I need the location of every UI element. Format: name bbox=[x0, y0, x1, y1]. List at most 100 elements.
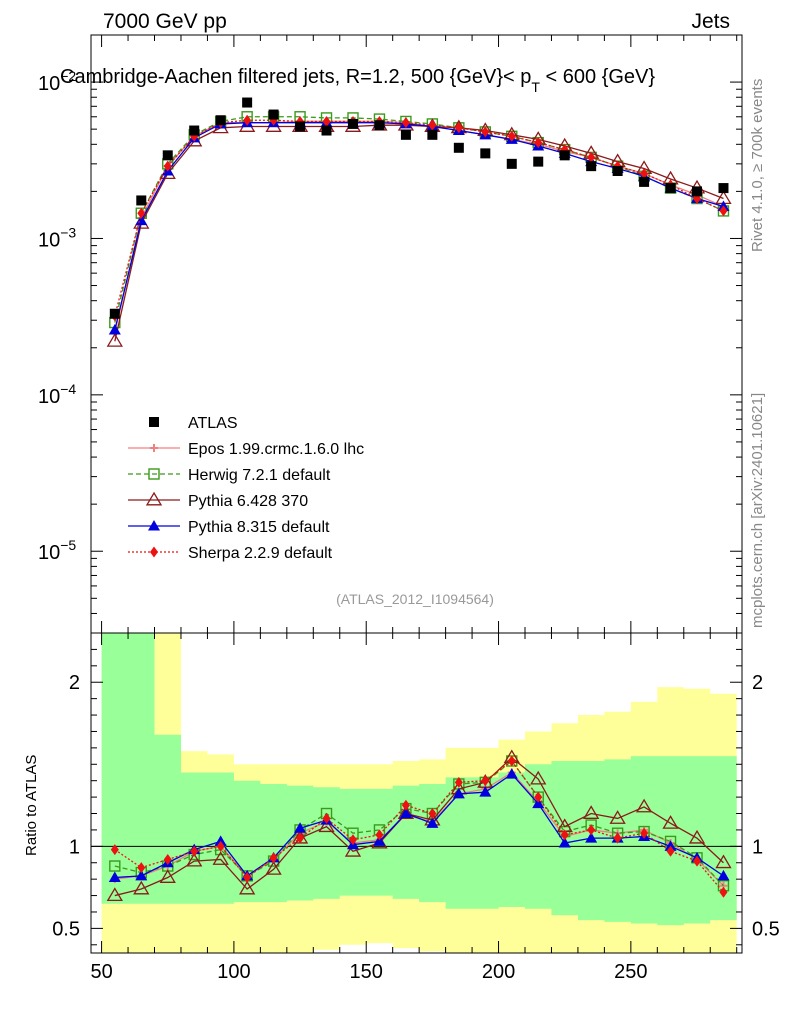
ratio-point-pythia6 bbox=[635, 798, 653, 813]
x-tick-label: 150 bbox=[350, 961, 383, 983]
header-energy-label: 7000 GeV pp bbox=[103, 10, 227, 33]
main-point-atlas bbox=[533, 156, 544, 167]
ratio-point-pythia6 bbox=[662, 815, 679, 829]
plot-title-main: Cambridge-Aachen filtered jets, R=1.2, 5… bbox=[60, 66, 531, 88]
ratio-point-sherpa bbox=[137, 862, 146, 874]
ratio-point-sherpa bbox=[454, 776, 463, 788]
ratio-point-pythia8 bbox=[214, 835, 227, 846]
ratio-point-sherpa bbox=[693, 855, 702, 867]
main-line-pythia8 bbox=[114, 122, 724, 331]
ratio-plot-frame bbox=[90, 632, 743, 954]
ratio-point-pythia8 bbox=[717, 869, 730, 881]
ratio-point-pythia8 bbox=[532, 797, 545, 809]
header-category-label: Jets bbox=[691, 10, 730, 33]
legend: ATLAS Epos 1.99.crmc.1.6.0 lhc Herwig 7.2.… bbox=[128, 415, 364, 562]
ratio-point-pythia6 bbox=[265, 861, 282, 875]
ratio-point-pythia8 bbox=[479, 786, 492, 797]
y-tick-label: 10−5 bbox=[38, 537, 76, 564]
ratio-point-sherpa bbox=[507, 755, 516, 767]
y-tick-label-mantissa: 10 bbox=[38, 386, 60, 408]
legend-item-pythia8: Pythia 8.315 default bbox=[128, 519, 330, 536]
x-tick-label: 50 bbox=[90, 961, 112, 983]
main-point-atlas bbox=[295, 121, 306, 132]
ratio-point-pythia8 bbox=[135, 869, 148, 881]
ratio-point-pythia6 bbox=[609, 810, 626, 824]
ratio-point-sherpa bbox=[428, 808, 437, 820]
legend-marker-atlas bbox=[149, 417, 159, 427]
main-plot-series bbox=[106, 97, 732, 347]
y-tick-label-mantissa: 10 bbox=[38, 229, 60, 251]
main-series-herwig bbox=[109, 111, 730, 329]
main-point-sherpa bbox=[454, 122, 463, 134]
main-point-sherpa bbox=[322, 115, 331, 127]
ratio-point-sherpa bbox=[216, 840, 225, 852]
ratio-line-sherpa bbox=[114, 760, 724, 893]
main-point-atlas bbox=[347, 118, 358, 129]
main-point-atlas bbox=[215, 115, 226, 126]
ratio-point-pythia6 bbox=[106, 887, 123, 902]
main-point-sherpa bbox=[243, 114, 252, 126]
main-point-atlas bbox=[480, 148, 491, 159]
ratio-plot-series bbox=[91, 749, 742, 902]
main-point-atlas bbox=[242, 97, 253, 108]
ratio-point-pythia6 bbox=[318, 818, 335, 833]
ratio-point-pythia6 bbox=[688, 829, 706, 844]
ratio-point-pythia6 bbox=[186, 852, 203, 867]
y-tick-label: 10−2 bbox=[38, 68, 76, 95]
legend-marker-herwig bbox=[148, 468, 160, 480]
main-point-pythia6 bbox=[106, 333, 123, 347]
plot-title: Cambridge-Aachen filtered jets, R=1.2, 5… bbox=[60, 66, 655, 95]
y-tick-label-exponent: −3 bbox=[60, 224, 76, 240]
x-tick-label: 250 bbox=[614, 961, 647, 983]
ratio-point-pythia8 bbox=[108, 871, 121, 883]
ratio-point-pythia6 bbox=[530, 770, 547, 785]
legend-item-atlas: ATLAS bbox=[149, 415, 238, 432]
ratio-point-pythia8 bbox=[426, 817, 439, 828]
ratio-axis-label: Ratio to ATLAS bbox=[23, 755, 40, 856]
ratio-point-sherpa bbox=[481, 775, 490, 787]
main-series-atlas bbox=[109, 97, 729, 319]
ratio-point-pythia6 bbox=[583, 805, 600, 819]
ratio-point-pythia8 bbox=[505, 768, 518, 779]
main-point-sherpa bbox=[401, 117, 410, 129]
legend-label-sherpa: Sherpa 2.2.9 default bbox=[188, 545, 333, 562]
legend-label-pythia8: Pythia 8.315 default bbox=[188, 519, 330, 536]
main-line-pythia6 bbox=[114, 124, 724, 342]
main-point-atlas bbox=[639, 176, 650, 187]
main-point-atlas bbox=[718, 183, 729, 194]
ratio-y-tick-label: 1 bbox=[69, 836, 80, 858]
main-point-sherpa bbox=[507, 130, 516, 142]
main-point-atlas bbox=[665, 183, 676, 194]
main-point-atlas bbox=[109, 308, 120, 319]
main-point-atlas bbox=[136, 195, 147, 206]
main-point-atlas bbox=[453, 142, 464, 153]
main-point-sherpa bbox=[163, 160, 172, 172]
analysis-id-watermark: (ATLAS_2012_I1094564) bbox=[336, 591, 494, 607]
main-series-sherpa bbox=[110, 114, 728, 322]
ratio-point-sherpa bbox=[269, 852, 278, 864]
legend-label-atlas: ATLAS bbox=[188, 415, 238, 432]
main-point-atlas bbox=[189, 125, 200, 136]
ratio-point-pythia6 bbox=[715, 854, 732, 869]
ratio-point-herwig bbox=[109, 860, 121, 872]
y-tick-label-exponent: −5 bbox=[60, 537, 76, 553]
main-series-epos bbox=[110, 117, 728, 337]
y-tick-label-mantissa: 10 bbox=[38, 73, 60, 95]
main-point-atlas bbox=[612, 166, 623, 177]
y-tick-label: 10−3 bbox=[38, 224, 76, 251]
main-point-sherpa bbox=[719, 205, 728, 217]
main-line-sherpa bbox=[114, 119, 724, 317]
main-line-epos bbox=[114, 120, 724, 333]
main-series-pythia8 bbox=[108, 116, 730, 335]
ratio-point-pythia6 bbox=[397, 805, 415, 819]
legend-label-herwig: Herwig 7.2.1 default bbox=[188, 467, 331, 484]
x-tick-label: 200 bbox=[482, 961, 515, 983]
main-point-atlas bbox=[400, 129, 411, 140]
main-line-herwig bbox=[114, 116, 724, 323]
main-point-atlas bbox=[374, 120, 385, 131]
legend-item-herwig: Herwig 7.2.1 default bbox=[128, 467, 331, 484]
ratio-point-sherpa bbox=[163, 853, 172, 865]
main-point-sherpa bbox=[137, 207, 146, 219]
ratio-point-sherpa bbox=[613, 832, 622, 844]
legend-label-epos: Epos 1.99.crmc.1.6.0 lhc bbox=[188, 441, 364, 458]
